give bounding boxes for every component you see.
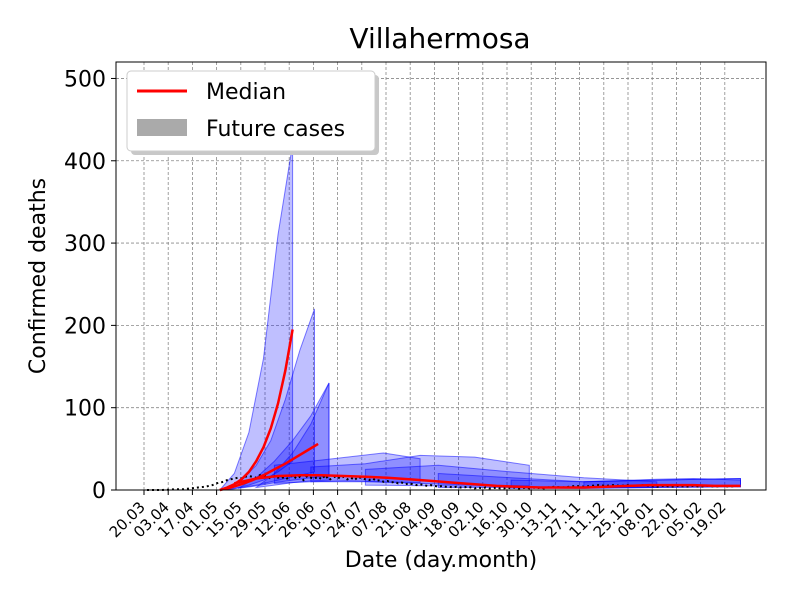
y-tick-label: 500 — [64, 67, 106, 92]
legend: Median Future cases — [126, 70, 379, 155]
chart-title: Villahermosa — [349, 22, 530, 55]
y-axis-label: Confirmed deaths — [26, 178, 51, 374]
observed-deaths — [147, 473, 741, 491]
legend-future-swatch — [137, 119, 187, 136]
legend-future-label: Future cases — [206, 117, 345, 142]
median-line — [219, 329, 294, 492]
uncertainty-band — [218, 144, 294, 491]
median-line — [234, 473, 741, 489]
y-tick-label: 200 — [64, 314, 106, 339]
x-axis-label: Date (day.month) — [345, 548, 537, 573]
y-tick-label: 100 — [64, 397, 106, 422]
legend-median-label: Median — [206, 80, 286, 105]
y-tick-label: 400 — [64, 150, 106, 175]
y-axis-ticks: 0 100 200 300 400 500 — [64, 67, 116, 504]
median-lines — [219, 329, 741, 492]
legend-box — [126, 70, 376, 152]
observed-line — [147, 473, 741, 491]
uncertainty-band — [226, 308, 315, 491]
y-tick-label: 300 — [64, 232, 106, 257]
median-line — [219, 442, 319, 492]
y-tick-label: 0 — [92, 479, 106, 504]
plot-frame — [115, 61, 767, 491]
